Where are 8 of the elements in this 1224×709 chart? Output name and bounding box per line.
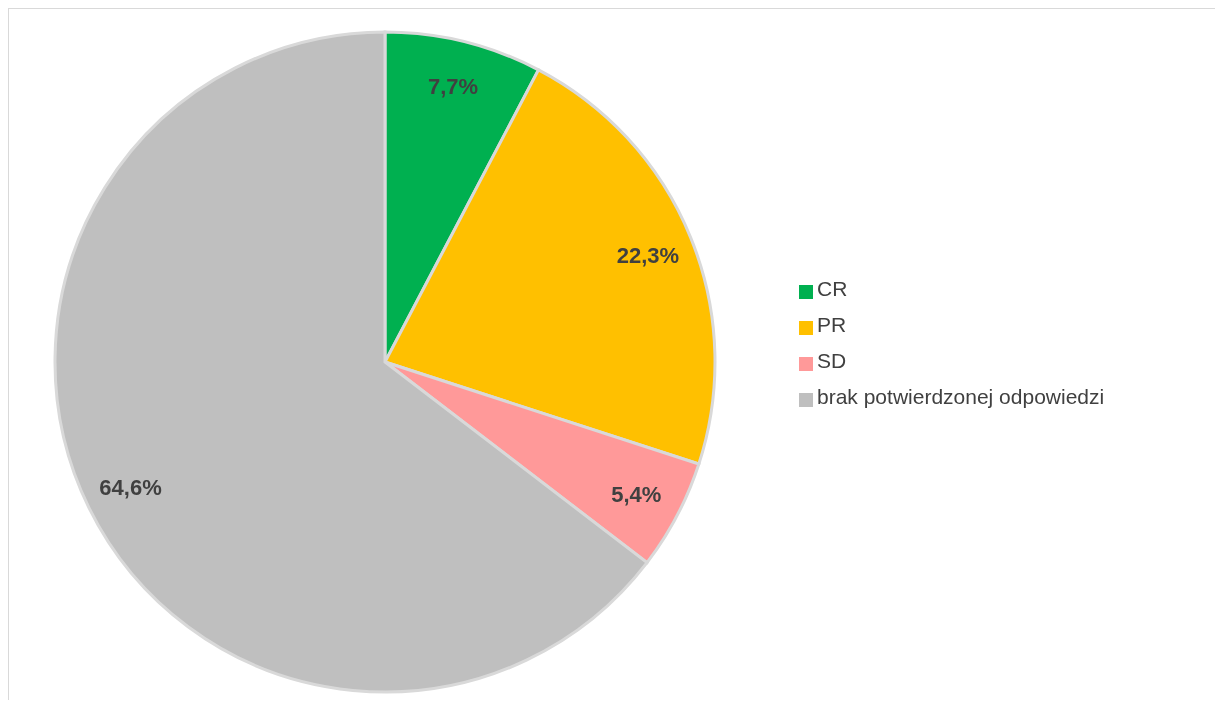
data-label: 7,7% bbox=[427, 73, 479, 99]
legend-label: SD bbox=[817, 349, 847, 372]
data-label: 22,3% bbox=[616, 242, 680, 268]
legend-label: CR bbox=[817, 277, 848, 300]
data-label: 5,4% bbox=[611, 481, 662, 507]
legend-label: PR bbox=[817, 313, 847, 336]
legend-label: brak potwierdzonej odpowiedzi bbox=[817, 385, 1105, 408]
data-label: 64,6% bbox=[99, 475, 162, 501]
